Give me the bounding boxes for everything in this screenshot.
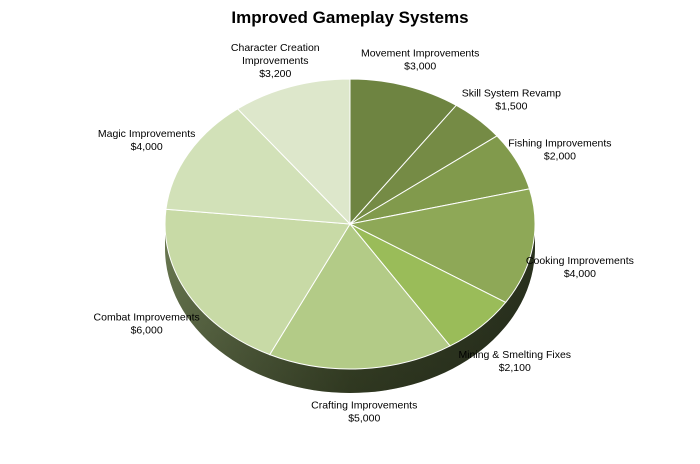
slice-label-5: Crafting Improvements $5,000 xyxy=(311,400,417,425)
slice-name: Combat Improvements xyxy=(94,311,200,323)
slice-value: $6,000 xyxy=(131,324,163,336)
slice-name: Movement Improvements xyxy=(361,48,479,60)
slice-name: Crafting Improvements xyxy=(311,400,417,412)
slice-label-3: Cooking Improvements $4,000 xyxy=(526,255,634,280)
slice-name: Skill System Revamp xyxy=(462,88,561,100)
slice-name: Fishing Improvements xyxy=(508,137,611,149)
slice-value: $3,000 xyxy=(404,61,436,73)
slice-label-2: Fishing Improvements $2,000 xyxy=(508,137,611,162)
pie-side xyxy=(165,224,535,393)
slice-value: $5,000 xyxy=(348,413,380,425)
slice-value: $1,500 xyxy=(495,101,527,113)
slice-label-1: Skill System Revamp $1,500 xyxy=(462,88,561,113)
pie-slice-0[interactable] xyxy=(349,78,458,226)
pie-labels: Movement Improvements $3,000 Skill System … xyxy=(94,42,634,424)
slice-value: $4,000 xyxy=(131,141,163,153)
pie-slice-3[interactable] xyxy=(348,188,536,304)
slice-label-8: Character Creation Improvements $3,200 xyxy=(231,42,320,80)
pie-slice-6[interactable] xyxy=(164,208,351,356)
pie-slice-5[interactable] xyxy=(268,223,451,370)
slice-name: Improvements xyxy=(242,55,309,67)
pie-slice-7[interactable] xyxy=(165,108,352,225)
slice-label-0: Movement Improvements $3,000 xyxy=(361,48,479,73)
slice-name: Magic Improvements xyxy=(98,128,195,140)
slice-name: Character Creation xyxy=(231,42,320,54)
pie-slices xyxy=(164,78,536,370)
pie-depth-shade xyxy=(165,224,535,393)
pie-slice-8[interactable] xyxy=(236,78,351,226)
slice-value: $2,100 xyxy=(499,362,531,374)
slice-name: Cooking Improvements xyxy=(526,255,634,267)
slice-value: $2,000 xyxy=(544,150,576,162)
slice-label-4: Mining & Smelting Fixes $2,100 xyxy=(458,349,571,374)
slice-value: $3,200 xyxy=(259,68,291,80)
slice-value: $4,000 xyxy=(564,268,596,280)
slice-label-7: Magic Improvements $4,000 xyxy=(98,128,195,153)
chart-title: Improved Gameplay Systems xyxy=(231,8,468,27)
slice-name: Mining & Smelting Fixes xyxy=(458,349,571,361)
slice-label-6: Combat Improvements $6,000 xyxy=(94,311,200,336)
